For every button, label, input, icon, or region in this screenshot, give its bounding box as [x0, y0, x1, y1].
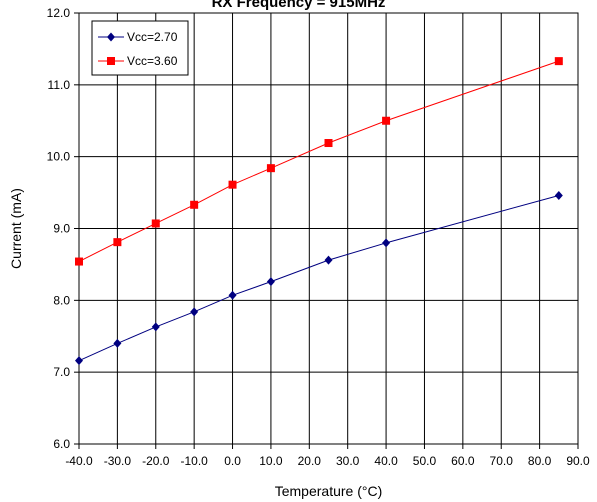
- y-tick-label: 6.0: [53, 437, 70, 451]
- data-point: [382, 116, 391, 125]
- x-tick-label: 80.0: [528, 454, 552, 468]
- grid-lines: [78, 12, 579, 445]
- data-point: [151, 322, 160, 332]
- x-axis-label: Temperature (°C): [275, 483, 383, 499]
- x-tick-label: 20.0: [298, 454, 322, 468]
- legend-item: Vcc=2.70: [98, 30, 178, 44]
- x-tick-label: 70.0: [490, 454, 514, 468]
- y-tick-label: 10.0: [47, 150, 71, 164]
- data-point: [554, 57, 563, 66]
- x-axis-ticks: -40.0 -30.0 -20.0 -10.0 0.0 10.0 20.0 30.0 40.0 5…: [65, 444, 590, 468]
- x-tick-label: 10.0: [259, 454, 283, 468]
- series-layer: [75, 57, 563, 366]
- y-tick-label: 12.0: [47, 6, 71, 20]
- legend-marker: [107, 57, 115, 65]
- y-axis-ticks: 6.0 7.0 8.0 9.0 10.0 11.0 12.0: [47, 6, 79, 451]
- y-tick-label: 8.0: [53, 293, 70, 307]
- x-tick-label: 30.0: [336, 454, 360, 468]
- legend-marker: [107, 32, 115, 42]
- legend-item: Vcc=3.60: [98, 54, 178, 68]
- data-point: [228, 180, 237, 189]
- legend-label: Vcc=3.60: [127, 54, 178, 68]
- series-line: [78, 194, 559, 362]
- x-tick-label: 90.0: [566, 454, 590, 468]
- data-point: [75, 356, 83, 366]
- data-point: [266, 164, 275, 173]
- data-point: [190, 200, 199, 209]
- series-1: [75, 190, 563, 366]
- x-tick-label: 50.0: [413, 454, 437, 468]
- y-axis-label: Current (mA): [8, 188, 24, 269]
- x-tick-label: -20.0: [142, 454, 170, 468]
- x-tick-label: -40.0: [65, 454, 93, 468]
- legend-box: [91, 20, 189, 76]
- data-point: [75, 257, 83, 266]
- series-line: [78, 60, 559, 262]
- data-point: [151, 219, 160, 228]
- x-tick-label: 0.0: [224, 454, 241, 468]
- data-point: [113, 238, 122, 247]
- y-tick-label: 9.0: [53, 222, 70, 236]
- data-point: [382, 238, 391, 248]
- y-tick-label: 7.0: [53, 365, 70, 379]
- data-point: [324, 255, 333, 265]
- chart-title: RX Frequency = 915MHz: [211, 0, 386, 11]
- y-tick-label: 11.0: [48, 78, 71, 92]
- x-tick-label: -30.0: [104, 454, 132, 468]
- x-tick-label: -10.0: [180, 454, 208, 468]
- legend: Vcc=2.70 Vcc=3.60: [91, 20, 189, 76]
- data-point: [324, 139, 333, 148]
- legend-label: Vcc=2.70: [127, 30, 178, 44]
- series-2: [75, 57, 563, 266]
- x-tick-label: 60.0: [451, 454, 475, 468]
- data-point: [228, 290, 237, 300]
- data-point: [113, 338, 122, 348]
- x-tick-label: 40.0: [374, 454, 398, 468]
- data-point: [190, 307, 199, 317]
- data-point: [266, 277, 275, 287]
- data-point: [554, 190, 563, 200]
